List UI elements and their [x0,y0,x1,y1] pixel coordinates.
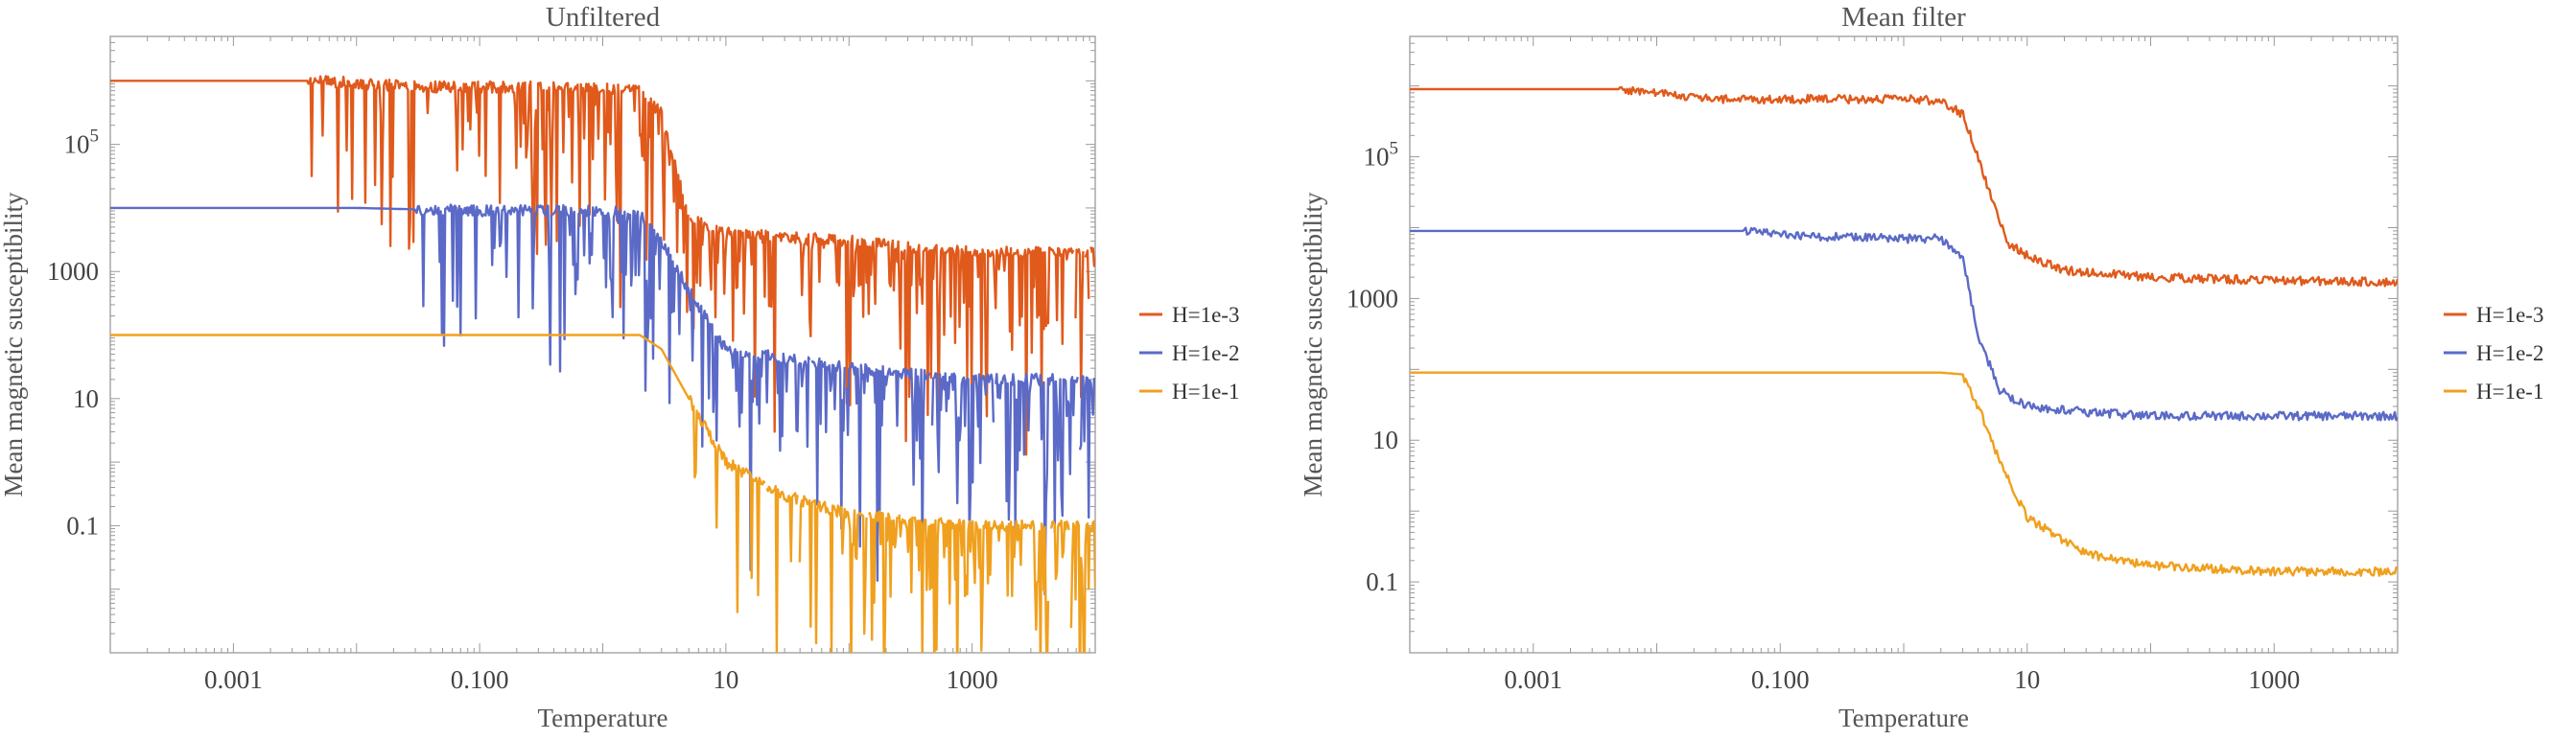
x-tick-label: 0.001 [204,665,263,694]
y-axis-label: Mean magnetic susceptibility [1299,192,1327,497]
x-tick-label: 0.100 [451,665,509,694]
y-axis-label: Mean magnetic susceptibility [0,192,28,497]
legend-label: H=1e-3 [2476,303,2543,327]
legend-label: H=1e-3 [1172,303,1239,327]
series-line-H=1e-1 [1410,371,2398,577]
series-line-H=1e-2 [1410,226,2398,422]
y-tick-label: 105 [64,127,100,159]
y-tick-label: 0.1 [66,511,99,540]
y-tick-label: 1000 [47,257,99,286]
plot-frame [1409,35,2399,654]
x-axis-label: Temperature [537,704,667,732]
series-line-H=1e-2 [110,203,1095,596]
chart-panel-2: 0.001 0.100 10 1000 0.1 10 1000 105 Mean filter T… [1299,2,2543,732]
legend-label: H=1e-2 [1172,341,1239,365]
x-tick-label: 0.100 [1751,665,1810,694]
chart-title: Unfiltered [546,2,661,33]
y-tick-label: 1000 [1347,284,1398,312]
y-tick-label: 0.1 [1366,567,1398,596]
x-axis-label: Temperature [1838,704,1969,732]
y-tick-label: 10 [1372,426,1398,454]
series-line-H=1e-3 [110,75,1095,456]
y-tick-label: 105 [1364,139,1399,172]
series-line-H=1e-1 [110,334,1095,653]
legend-label: H=1e-1 [1172,380,1239,404]
x-tick-label: 1000 [2248,665,2300,694]
series-line-H=1e-3 [1410,85,2398,288]
legend-label: H=1e-2 [2476,341,2543,365]
x-tick-label: 10 [2014,665,2040,694]
plot-frame [109,35,1096,654]
x-tick-label: 1000 [947,665,998,694]
chart-panel-1: 0.001 0.100 10 1000 0.1 10 1000 105 Unfiltered Te… [0,2,1239,732]
legend-label: H=1e-1 [2476,380,2543,404]
y-tick-label: 10 [73,384,99,413]
chart-title: Mean filter [1841,2,1966,33]
x-tick-label: 10 [713,665,738,694]
x-tick-label: 0.001 [1504,665,1562,694]
